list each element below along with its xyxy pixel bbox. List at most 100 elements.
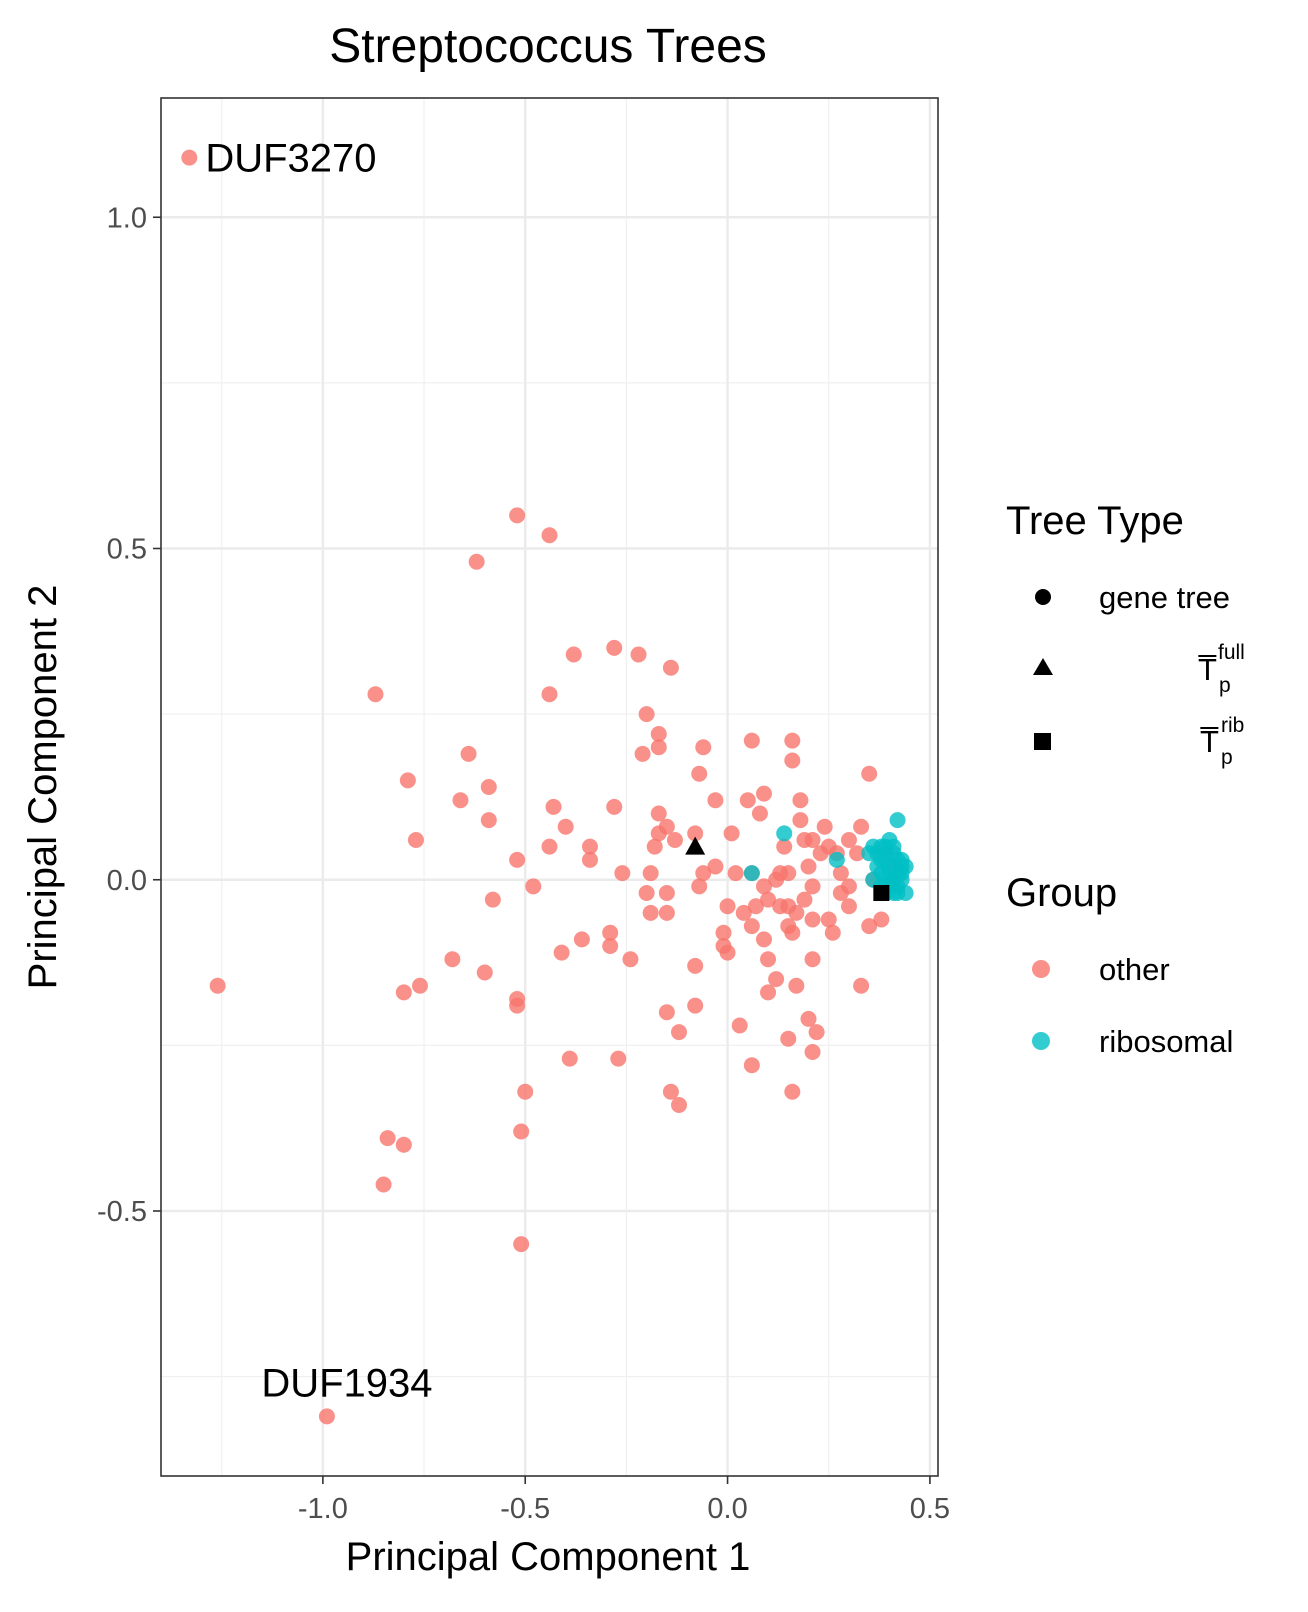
data-point-other — [610, 1050, 627, 1067]
legend-label-gene-tree: gene tree — [1099, 580, 1230, 615]
data-point-other — [557, 818, 574, 835]
data-point-other — [804, 878, 821, 895]
data-point-other — [800, 858, 817, 875]
data-point-other — [755, 785, 772, 802]
data-point-ribosomal — [889, 885, 906, 901]
data-point-other — [800, 1010, 817, 1027]
data-point-other — [444, 951, 461, 968]
data-point-other — [788, 904, 805, 921]
data-point-other — [731, 1017, 748, 1034]
data-point-other — [739, 792, 756, 809]
legend-tree-type: Tree Type gene tree T̅ full p T̅ rib p — [1006, 499, 1245, 769]
data-point-ribosomal — [828, 851, 845, 868]
data-point-ribosomal — [873, 838, 890, 855]
data-point-other — [642, 865, 659, 882]
data-point-other — [484, 891, 501, 908]
data-point-other — [820, 911, 837, 928]
data-point-other — [541, 838, 558, 855]
data-point-other — [695, 739, 712, 756]
data-point-other — [840, 898, 857, 915]
data-point-other — [691, 765, 708, 782]
annotations: DUF3270 DUF1934 — [205, 137, 432, 1406]
data-point-other — [755, 931, 772, 948]
data-point-other — [768, 871, 785, 888]
x-tick-label: -0.5 — [500, 1493, 550, 1525]
data-point-other — [804, 1044, 821, 1060]
data-point-other — [561, 1050, 578, 1067]
legend-sub-tp-full: p — [1219, 674, 1231, 697]
legend-circle-icon — [1032, 960, 1050, 978]
data-point-other — [375, 1176, 392, 1193]
legend-tree-type-title: Tree Type — [1006, 499, 1184, 543]
data-point-other — [367, 686, 384, 703]
data-point-other — [743, 1057, 760, 1074]
data-point-other — [476, 964, 493, 981]
data-point-other — [853, 977, 870, 994]
legend-item-gene-tree: gene tree — [1035, 580, 1230, 615]
annotation-duf1934: DUF1934 — [261, 1361, 432, 1405]
data-point-other — [687, 957, 704, 974]
x-axis-title: Principal Component 1 — [346, 1535, 751, 1579]
data-point-ribosomal — [893, 865, 910, 882]
data-point-ribosomal — [861, 845, 878, 862]
data-point-other — [784, 752, 801, 769]
data-point-other — [662, 659, 679, 676]
y-axis: -0.5 0.0 0.5 1.0 — [97, 202, 161, 1228]
data-point-other — [650, 726, 667, 742]
chart-title: Streptococcus Trees — [329, 20, 767, 73]
data-point-other — [788, 977, 805, 994]
data-point-other — [318, 1408, 335, 1425]
data-point-other — [812, 845, 829, 862]
data-point-other — [209, 977, 226, 994]
data-point-other — [541, 527, 558, 544]
data-point-other — [517, 1083, 534, 1100]
data-point-other — [768, 971, 785, 988]
data-point-other — [671, 1097, 687, 1113]
data-point-other — [780, 1030, 797, 1047]
data-point-other — [602, 924, 619, 941]
data-point-other — [658, 1004, 675, 1021]
data-point-other — [509, 851, 526, 868]
legend-sup-tp-full: full — [1218, 641, 1245, 664]
reference-point-triangle — [685, 836, 706, 855]
data-point-ribosomal — [885, 838, 902, 855]
data-point-other — [638, 706, 655, 723]
data-point-other — [509, 997, 526, 1014]
y-tick-label: -0.5 — [97, 1196, 147, 1228]
data-point-other — [646, 838, 663, 855]
data-point-other — [735, 904, 752, 921]
data-point-other — [792, 812, 809, 829]
annotation-duf3270: DUF3270 — [205, 137, 376, 181]
data-point-other — [581, 838, 598, 855]
plot-area — [160, 97, 939, 1477]
data-point-other — [695, 865, 712, 882]
data-point-ribosomal — [889, 812, 906, 829]
data-point-other — [602, 938, 619, 954]
data-point-other — [452, 792, 469, 809]
data-point-other — [772, 898, 789, 915]
x-tick-label: 0.5 — [910, 1493, 950, 1525]
data-point-other — [513, 1123, 530, 1140]
data-point-other — [760, 951, 777, 968]
data-point-other — [816, 818, 833, 835]
data-point-other — [650, 825, 667, 842]
data-point-other — [840, 832, 857, 848]
data-point-other — [581, 851, 598, 868]
data-point-other — [614, 865, 631, 882]
data-point-other — [379, 1130, 396, 1147]
reference-point-square — [873, 885, 890, 901]
data-point-other — [480, 779, 497, 795]
y-tick-label: 0.5 — [107, 534, 147, 566]
data-point-other — [642, 904, 659, 921]
data-point-other — [541, 686, 558, 703]
x-tick-label: -1.0 — [298, 1493, 348, 1525]
legend-sub-tp-rib: p — [1221, 746, 1233, 769]
data-point-other — [751, 805, 768, 822]
data-point-other — [399, 772, 416, 789]
legend-circle-icon — [1032, 1032, 1050, 1050]
data-point-other — [832, 865, 849, 882]
data-point-other — [553, 944, 570, 961]
x-tick-label: 0.0 — [707, 1493, 747, 1525]
data-point-other — [719, 944, 736, 961]
data-point-other — [784, 924, 801, 941]
